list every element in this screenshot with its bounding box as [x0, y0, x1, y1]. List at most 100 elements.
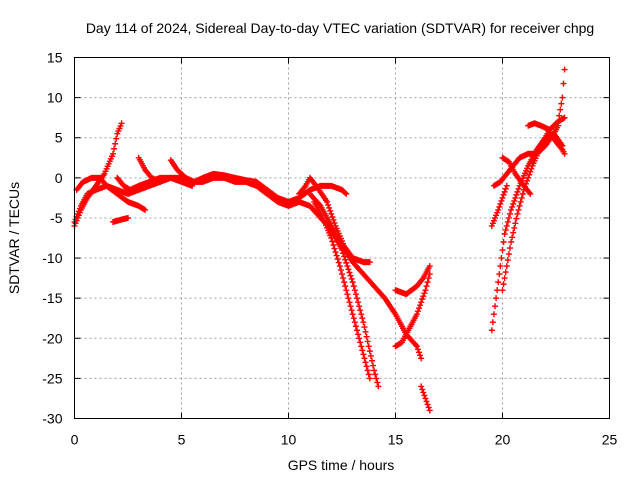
x-tick-label: 10 — [281, 432, 297, 448]
data-point — [555, 118, 562, 125]
data-point — [346, 299, 353, 306]
data-point — [342, 283, 349, 290]
data-point — [142, 206, 149, 213]
data-point — [330, 242, 337, 249]
data-point — [118, 120, 125, 127]
data-point — [344, 291, 351, 298]
data-point — [490, 311, 497, 318]
data-point — [423, 398, 430, 405]
data-point — [373, 375, 380, 382]
data-point — [423, 283, 430, 290]
data-point — [509, 203, 516, 210]
series-track-5 — [114, 174, 196, 193]
data-point — [489, 319, 496, 326]
data-point — [424, 401, 431, 408]
data-point — [517, 198, 524, 205]
data-point — [417, 352, 424, 359]
data-point — [362, 359, 369, 366]
y-tick-label: 5 — [55, 130, 63, 146]
data-point — [360, 319, 367, 326]
data-point — [424, 279, 431, 286]
data-point — [509, 234, 516, 241]
data-point — [341, 253, 348, 260]
data-point — [561, 150, 568, 157]
data-point — [515, 206, 522, 213]
data-point — [496, 271, 503, 278]
data-point — [353, 295, 360, 302]
y-tick-label: -25 — [42, 370, 62, 386]
series-track-6 — [135, 154, 164, 185]
data-point — [349, 279, 356, 286]
series-track-18 — [499, 154, 534, 197]
data-point — [351, 287, 358, 294]
data-points — [71, 66, 568, 414]
data-point — [343, 190, 350, 197]
data-point — [416, 305, 423, 312]
data-point — [328, 235, 335, 241]
y-axis-title: SDTVAR / TECUs — [6, 182, 22, 294]
data-point — [112, 140, 119, 147]
data-point — [496, 203, 503, 210]
data-point — [337, 267, 344, 274]
data-point — [504, 218, 511, 225]
data-point — [413, 311, 420, 318]
data-point — [508, 239, 515, 246]
data-point — [372, 371, 379, 378]
data-point — [331, 219, 338, 226]
data-point — [419, 386, 426, 393]
data-point — [345, 266, 352, 273]
data-point — [557, 106, 564, 113]
data-point — [352, 323, 359, 330]
data-point — [352, 291, 359, 298]
data-point — [488, 327, 495, 334]
series-track-1 — [71, 174, 382, 390]
data-point — [422, 287, 429, 294]
data-point — [526, 171, 533, 178]
data-point — [556, 112, 563, 119]
data-point — [324, 198, 331, 205]
series-track-8 — [296, 174, 373, 266]
data-point — [325, 201, 332, 208]
data-point — [355, 299, 362, 306]
data-point — [335, 259, 342, 266]
series-track-20 — [546, 130, 568, 157]
data-point — [505, 251, 512, 258]
data-point — [510, 229, 517, 236]
data-point — [341, 279, 348, 286]
data-point — [508, 206, 515, 213]
data-point — [414, 346, 421, 353]
data-point — [362, 328, 369, 335]
data-point — [500, 239, 507, 246]
data-point — [506, 245, 513, 252]
data-point — [501, 230, 508, 237]
data-point — [502, 269, 509, 276]
data-point — [501, 188, 508, 195]
y-tick-label: -30 — [42, 411, 62, 427]
data-point — [561, 114, 568, 121]
series-track-17 — [488, 182, 510, 229]
data-point — [512, 220, 519, 227]
x-axis-title: GPS time / hours — [288, 457, 395, 473]
data-point — [511, 224, 518, 231]
data-point — [333, 252, 340, 259]
data-point — [350, 283, 357, 290]
data-point — [348, 275, 355, 282]
data-point — [359, 347, 366, 354]
data-point — [497, 263, 504, 270]
data-point — [365, 343, 372, 350]
data-point — [344, 263, 351, 270]
data-point — [374, 379, 381, 386]
data-point — [331, 245, 338, 252]
data-point — [420, 293, 427, 300]
data-point — [348, 307, 355, 314]
data-point — [511, 197, 518, 204]
data-point — [426, 263, 433, 270]
series-track-4 — [110, 214, 131, 225]
data-point — [360, 351, 367, 358]
data-point — [110, 150, 117, 157]
data-point — [349, 311, 356, 318]
data-point — [357, 307, 364, 314]
data-point — [499, 287, 506, 294]
data-point — [426, 407, 433, 414]
data-point — [416, 349, 423, 356]
